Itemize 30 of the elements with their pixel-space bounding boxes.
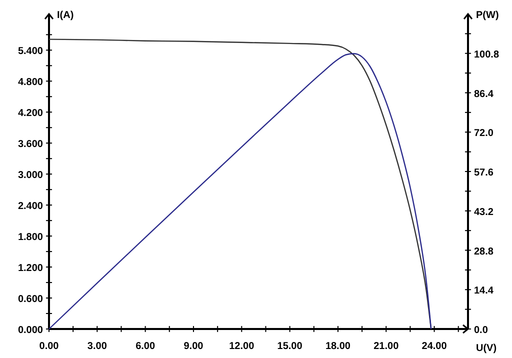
y-tick-label: 5.400: [18, 46, 44, 58]
y-axis-title: I(A): [57, 10, 74, 21]
y-tick-label: 1.800: [18, 232, 44, 244]
x-tick-label: 15.00: [277, 341, 303, 352]
x-tick-label: 24.00: [422, 341, 448, 352]
y-tick-label: 3.600: [18, 139, 44, 150]
x-tick-label: 18.00: [325, 341, 351, 352]
y2-tick-label: 0.0: [474, 325, 488, 336]
y2-tick-label: 72.0: [474, 128, 494, 140]
y2-tick-label: 14.4: [474, 286, 494, 297]
y2-tick-label: 43.2: [474, 206, 494, 218]
x-tick-label: 0.00: [39, 341, 60, 352]
y2-tick-label: 100.8: [474, 49, 500, 60]
x-tick-label: 3.00: [87, 341, 108, 352]
y2-tick-label: 28.8: [474, 246, 494, 258]
x-tick-label: 9.00: [184, 341, 204, 352]
y-tick-label: 4.800: [18, 77, 44, 88]
y-tick-label: 0.000: [18, 325, 44, 336]
x-tick-label: 6.00: [136, 341, 156, 352]
x-tick-label: 21.00: [374, 341, 400, 352]
y-tick-label: 2.400: [18, 201, 44, 212]
y2-tick-label: 57.6: [474, 168, 494, 178]
x-axis-title: U(V): [476, 343, 497, 354]
y2-axis-title: P(W): [476, 10, 499, 21]
y-tick-label: 3.000: [18, 170, 44, 182]
x-tick-label: 12.00: [229, 341, 255, 352]
y-tick-label: 0.600: [18, 294, 44, 306]
y-tick-label: 4.200: [18, 108, 44, 120]
y-tick-label: 1.200: [18, 263, 44, 274]
y2-tick-label: 86.4: [474, 88, 494, 100]
